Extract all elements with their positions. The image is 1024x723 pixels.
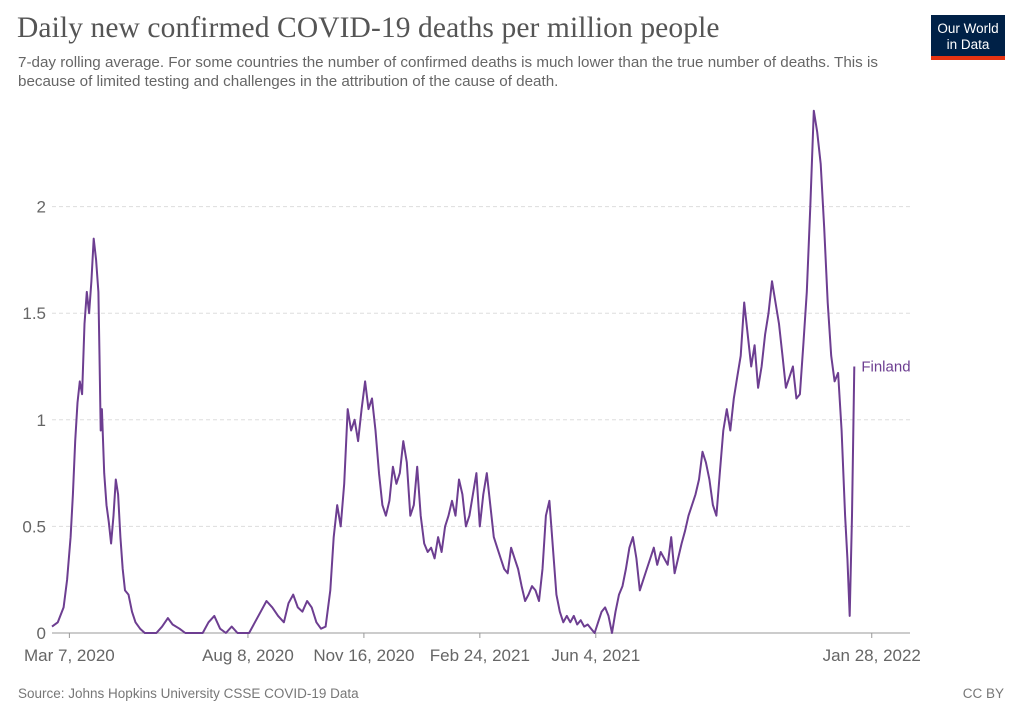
logo-line-1: Our World [937,21,999,36]
series-label[interactable]: Finland [861,359,910,376]
license-link[interactable]: CC BY [962,686,1004,701]
x-tick-label: Jun 4, 2021 [551,646,640,665]
chart-subtitle: 7-day rolling average. For some countrie… [18,54,878,90]
x-tick-label: Jan 28, 2022 [823,646,921,665]
logo-line-2: in Data [946,37,990,52]
series-layer: Finland [51,109,911,634]
chart-title: Daily new confirmed COVID-19 deaths per … [17,12,720,44]
y-tick-label: 0.5 [22,517,46,536]
x-axis: Mar 7, 2020 Aug 8, 2020 Nov 16, 2020 Feb 24… [24,632,921,665]
x-tick-label: Aug 8, 2020 [202,646,294,665]
owid-logo[interactable]: Our World in Data [931,15,1005,60]
y-tick-label: 0 [37,624,46,643]
y-tick-label: 1 [37,411,46,430]
x-tick-label: Mar 7, 2020 [24,646,115,665]
y-tick-label: 2 [37,198,46,217]
y-axis-tick-labels: 0 0.5 1 1.5 2 [22,198,46,643]
y-tick-label: 1.5 [22,304,46,323]
gridlines [52,206,910,527]
x-tick-label: Feb 24, 2021 [430,646,530,665]
series-line-finland[interactable] [51,109,856,634]
x-tick-label: Nov 16, 2020 [313,646,414,665]
source-note[interactable]: Source: Johns Hopkins University CSSE CO… [18,686,359,701]
